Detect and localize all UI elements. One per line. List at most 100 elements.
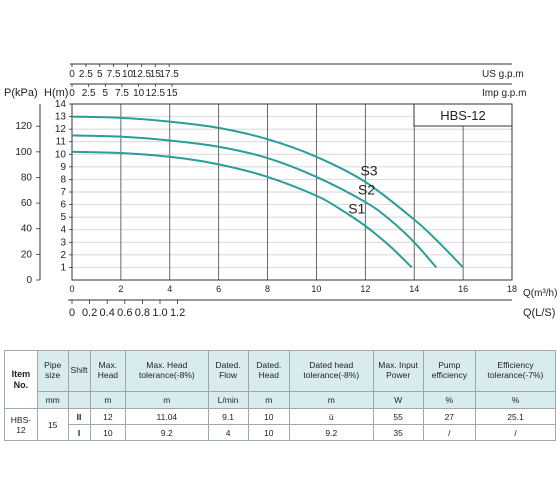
head-tick-label: 6 [60,200,66,211]
us-gpm-axis-label: US g.p.m [482,69,524,80]
series-label-s3: S3 [360,163,377,179]
header-dated-flow: Dated. Flow [207,350,249,392]
flow-m3h-tick-label: 12 [360,284,370,294]
imp-gpm-tick-label: 10 [133,88,145,99]
table-cell: 25.1 [475,408,556,425]
unit-dated-flow: L/min [207,391,249,409]
table-cell: 4 [207,424,249,441]
pressure-tick-label: 40 [21,224,33,235]
head-tick-label: 2 [60,250,66,261]
pressure-tick-label: 0 [26,275,32,286]
flow-m3h-tick-label: 10 [311,284,321,294]
flow-ls-tick-label: 0.8 [135,307,150,319]
header-max-head: Max. Head [89,350,127,392]
table-cell: 55 [372,408,424,425]
us-gpm-tick-label: 10 [122,69,134,80]
flow-m3h-tick-label: 18 [507,284,517,294]
spec-table: Item No. Pipe size Shift Max. Head Max. … [4,350,556,441]
head-tick-label: 9 [60,162,66,173]
header-efficiency-tolerance: Efficiency tolerance(-7%) [475,350,556,392]
pressure-tick-label: 60 [21,198,33,209]
series-curves: S3 S2 S1 [71,115,464,269]
table-row: I 10 9.2 4 10 9.2 35 / / [5,424,556,441]
header-pump-efficiency: Pump efficiency [422,350,477,392]
head-tick-label: 14 [55,99,67,110]
unit-pump-efficiency: % [422,391,477,409]
flow-m3h-tick-label: 0 [69,284,74,294]
pressure-tick-label: 100 [15,147,32,158]
flow-ls-tick-label: 0 [69,307,75,319]
head-tick-label: 4 [60,225,66,236]
head-tick-label: 3 [60,237,66,248]
unit-max-input-power: W [372,391,424,409]
header-max-input-power: Max. Input Power [372,350,424,392]
head-tick-label: 10 [55,149,67,160]
table-cell: 9.1 [207,408,249,425]
us-gpm-tick-label: 15 [150,69,162,80]
table-cell: 9.2 [288,424,374,441]
table-cell: 35 [372,424,424,441]
flow-m3h-axis-label: Q(m³/h) [523,288,557,299]
flow-m3h-tick-label: 14 [409,284,419,294]
imp-gpm-tick-label: 5 [103,88,109,99]
pressure-tick-label: 120 [15,121,32,132]
unit-max-head: m [89,391,127,409]
flow-m3h-tick-label: 2 [118,284,123,294]
imp-gpm-tick-label: 15 [166,88,178,99]
pressure-tick-label: 20 [21,249,33,260]
us-gpm-tick-label: 5 [97,69,103,80]
model-label: HBS-12 [440,108,486,123]
head-tick-label: 11 [56,137,67,148]
table-cell: ü [288,408,374,425]
header-pipe-size: Pipe size [36,350,69,392]
table-cell: 10 [247,424,290,441]
flow-ls-tick-label: 0.2 [82,307,97,319]
series-line-s2 [71,134,437,269]
head-tick-label: 1 [60,262,66,273]
header-shift: Shift [67,350,91,392]
imp-gpm-axis-label: Imp g.p.m [482,88,526,99]
imp-gpm-tick-label: 12.5 [146,88,166,99]
series-label-s2: S2 [358,182,375,198]
imp-gpm-tick-label: 2.5 [82,88,96,99]
flow-m3h-tick-label: 8 [265,284,270,294]
flow-ls-axis-label: Q(L/S) [523,307,555,319]
table-cell: 10 [247,408,290,425]
chart-axes [36,63,513,304]
head-tick-label: 12 [55,124,67,135]
flow-m3h-tick-label: 16 [458,284,468,294]
header-max-head-tolerance: Max. Head tolerance(-8%) [125,350,209,392]
head-tick-label: 5 [60,212,66,223]
header-dated-head: Dated. Head [247,350,290,392]
head-tick-label: 7 [60,187,66,198]
us-gpm-tick-label: 7.5 [107,69,121,80]
imp-gpm-tick-label: 7.5 [115,88,129,99]
flow-ls-tick-label: 1.2 [170,307,185,319]
unit-efficiency-tolerance: % [475,391,556,409]
header-item-no: Item No. [4,350,38,409]
flow-ls-tick-label: 0.4 [100,307,115,319]
model-label-box [413,103,513,127]
flow-ls-tick-label: 1.0 [152,307,167,319]
head-tick-label: 8 [60,174,66,185]
flow-ls-tick-label: 0.6 [117,307,132,319]
item-cell: HBS-12 [4,408,38,441]
header-dated-head-tolerance: Dated head tolerance(-8%) [288,350,374,392]
flow-m3h-tick-label: 6 [216,284,221,294]
unit-pipe-size: mm [36,391,69,409]
flow-m3h-tick-label: 4 [167,284,172,294]
table-cell: 11.04 [125,408,209,425]
series-line-s3 [71,115,464,269]
us-gpm-tick-label: 17.5 [159,69,179,80]
series-label-s1: S1 [348,200,365,216]
unit-max-head-tolerance: m [125,391,209,409]
table-row: HBS-12 15 II 12 11.04 9.1 10 ü 55 27 25.… [4,408,556,441]
chart-grid [72,103,513,280]
head-axis-label: H(m) [44,87,68,99]
table-cell: II [67,408,91,425]
table-cell: / [422,424,477,441]
table-cell: 10 [89,424,127,441]
pressure-tick-label: 80 [21,172,33,183]
table-cell: 12 [89,408,127,425]
